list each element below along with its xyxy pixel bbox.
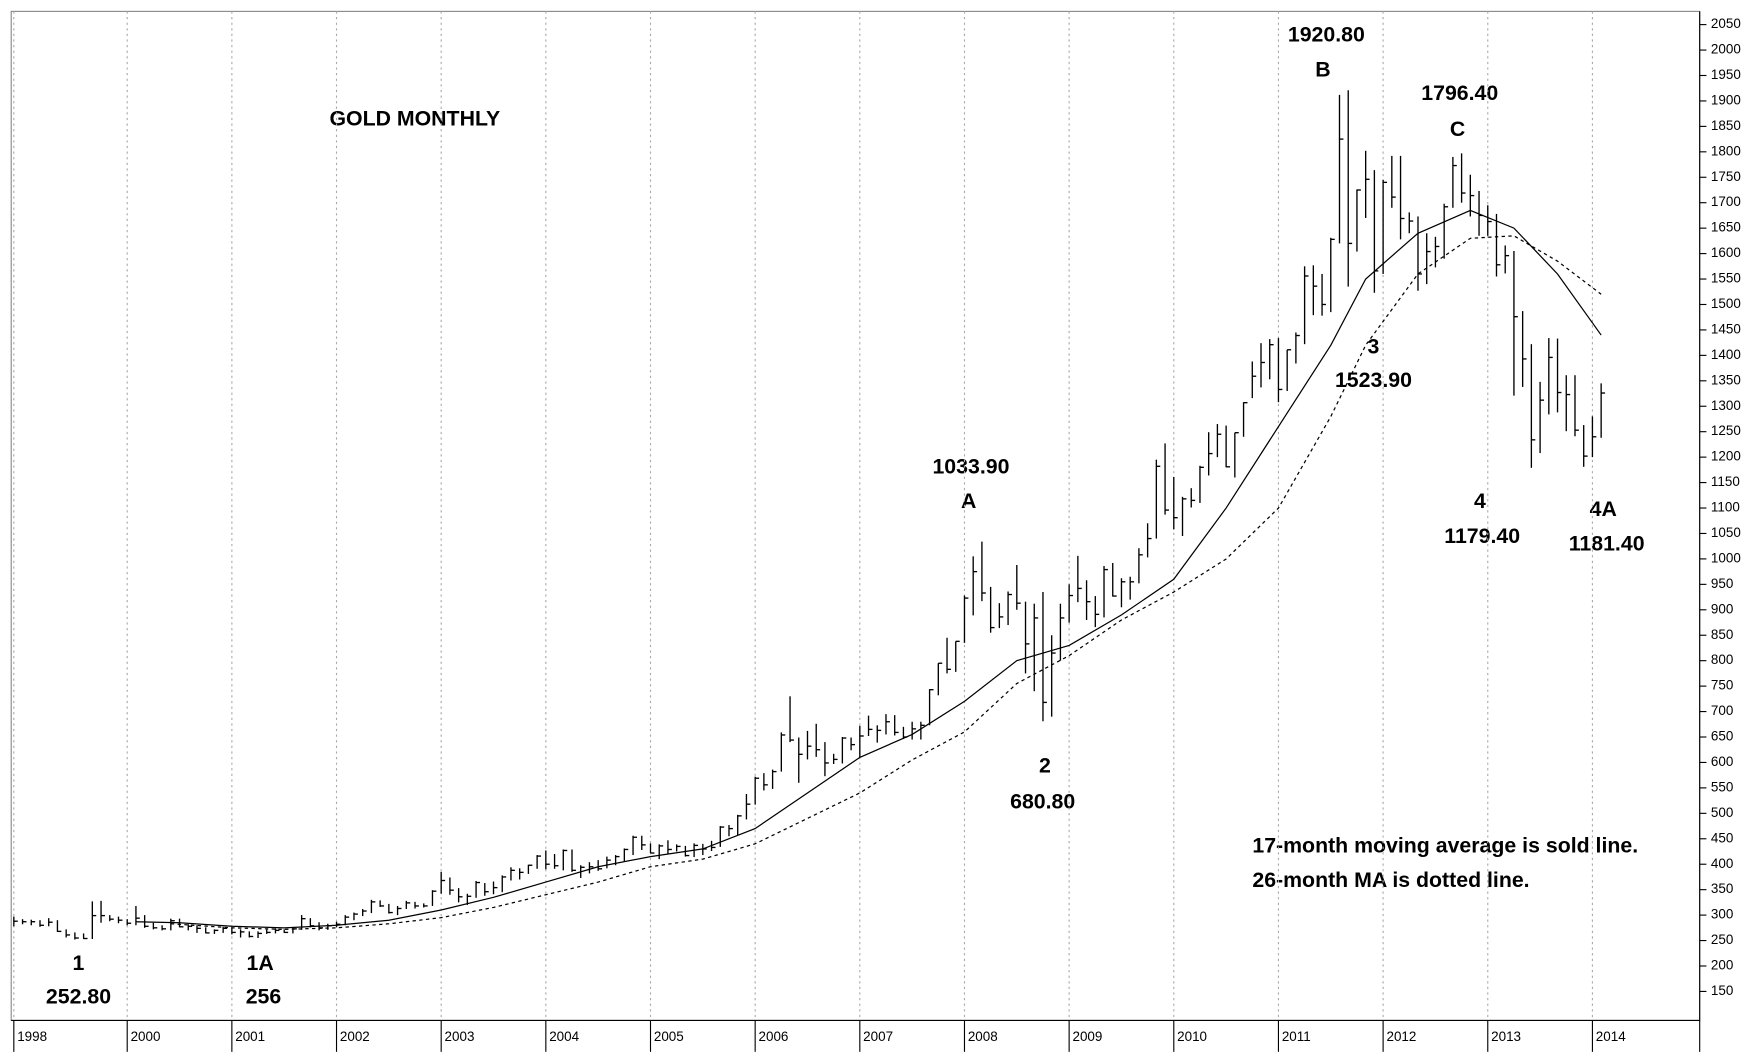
y-tick-label: 1950 (1711, 67, 1741, 82)
x-tick-label: 2005 (654, 1029, 684, 1044)
y-tick-label: 1900 (1711, 92, 1741, 107)
note: 26-month MA is dotted line. (1252, 868, 1529, 892)
annotation: 1033.90 (932, 454, 1009, 478)
y-tick-label: 1500 (1711, 296, 1741, 311)
y-tick-label: 2050 (1711, 16, 1741, 31)
x-tick-label: 2008 (968, 1029, 998, 1044)
annotation: 3 (1368, 334, 1380, 358)
y-tick-label: 500 (1711, 805, 1733, 820)
y-tick-label: 950 (1711, 576, 1733, 591)
annotation: 1796.40 (1421, 81, 1498, 105)
x-tick-label: 2010 (1177, 1029, 1207, 1044)
x-tick-label: 2012 (1386, 1029, 1416, 1044)
annotation: 252.80 (46, 985, 111, 1009)
x-tick-label: 2002 (340, 1029, 370, 1044)
y-tick-label: 850 (1711, 627, 1733, 642)
note: 17-month moving average is sold line. (1252, 833, 1638, 857)
annotation: 2 (1039, 754, 1051, 778)
y-tick-label: 1700 (1711, 194, 1741, 209)
y-tick-label: 450 (1711, 830, 1733, 845)
y-tick-label: 900 (1711, 601, 1733, 616)
x-tick-label: 2007 (863, 1029, 893, 1044)
annotation: 4A (1590, 497, 1617, 521)
y-tick-label: 700 (1711, 703, 1733, 718)
annotation: B (1315, 57, 1330, 81)
x-tick-label: 1998 (17, 1029, 47, 1044)
y-tick-label: 1100 (1711, 500, 1740, 515)
x-tick-label: 2004 (549, 1029, 579, 1044)
y-tick-label: 1150 (1711, 474, 1740, 489)
y-tick-label: 1750 (1711, 169, 1741, 184)
annotation: 256 (246, 985, 282, 1009)
y-tick-label: 650 (1711, 729, 1733, 744)
annotation: 1179.40 (1444, 524, 1520, 548)
moving-average (170, 235, 1602, 931)
y-tick-label: 1800 (1711, 143, 1741, 158)
y-tick-label: 200 (1711, 958, 1733, 973)
y-tick-label: 750 (1711, 678, 1733, 693)
annotation: 1523.90 (1335, 368, 1412, 392)
y-tick-label: 1550 (1711, 271, 1741, 286)
moving-average (135, 209, 1602, 929)
y-tick-label: 2000 (1711, 42, 1741, 57)
y-tick-label: 1200 (1711, 449, 1741, 464)
annotation: 1 (73, 951, 85, 975)
chart-title: GOLD MONTHLY (329, 107, 500, 131)
x-tick-label: 2003 (445, 1029, 475, 1044)
y-tick-label: 1350 (1711, 372, 1741, 387)
x-tick-label: 2013 (1491, 1029, 1521, 1044)
y-tick-label: 1600 (1711, 245, 1741, 260)
annotation: 1A (246, 951, 273, 975)
annotation: 1920.80 (1288, 23, 1365, 47)
annotation: 4 (1474, 489, 1486, 513)
y-tick-label: 1000 (1711, 550, 1741, 565)
y-tick-label: 800 (1711, 652, 1733, 667)
y-tick-label: 1400 (1711, 347, 1741, 362)
x-tick-label: 2011 (1282, 1029, 1311, 1044)
y-tick-label: 300 (1711, 907, 1733, 922)
x-tick-label: 2009 (1072, 1029, 1102, 1044)
y-tick-label: 400 (1711, 856, 1733, 871)
x-tick-label: 2001 (235, 1029, 265, 1044)
y-tick-label: 150 (1711, 983, 1733, 998)
annotation: 680.80 (1010, 790, 1075, 814)
y-tick-label: 1050 (1711, 525, 1741, 540)
x-tick-label: 2014 (1596, 1029, 1626, 1044)
y-tick-label: 1650 (1711, 220, 1741, 235)
y-tick-label: 600 (1711, 754, 1733, 769)
annotation: C (1450, 117, 1465, 141)
y-tick-label: 1450 (1711, 321, 1741, 336)
x-tick-label: 2006 (759, 1029, 789, 1044)
annotation: 1181.40 (1569, 532, 1645, 556)
y-tick-label: 250 (1711, 932, 1733, 947)
x-tick-label: 2000 (131, 1029, 161, 1044)
y-tick-label: 1300 (1711, 398, 1741, 413)
y-tick-label: 550 (1711, 779, 1733, 794)
y-tick-label: 1850 (1711, 118, 1741, 133)
annotation: A (961, 489, 976, 513)
y-tick-label: 350 (1711, 881, 1733, 896)
y-tick-label: 1250 (1711, 423, 1741, 438)
